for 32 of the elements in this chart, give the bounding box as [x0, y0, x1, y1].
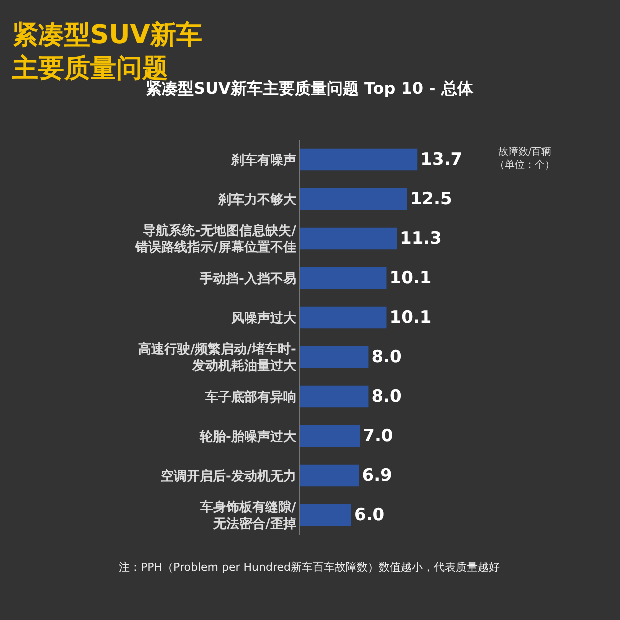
y-tick-label: 导航系统-无地图信息缺失/ 错误路线指示/屏幕位置不佳 [134, 222, 297, 256]
bar [300, 148, 418, 171]
y-tick-label: 车身饰板有缝隙/ 无法密合/歪掉 [200, 499, 297, 532]
bar [300, 346, 369, 368]
bar [300, 425, 360, 448]
text: 故障数/百辆（单位：个） [495, 146, 555, 171]
bar [300, 228, 398, 250]
text: 注：PPH（Problem per Hundred新车百车故障数）数值越小，代表质量越好 [119, 561, 500, 574]
y-tick-label: 车子底部有异响 [204, 389, 296, 406]
bar [300, 267, 387, 290]
y-tick-label: 手动挡-入挡不易 [198, 270, 296, 287]
bar [300, 386, 369, 408]
data-label: 13.7 [420, 150, 463, 170]
data-label: 12.5 [410, 189, 452, 210]
data-label: 8.0 [372, 386, 402, 407]
bar [300, 504, 352, 526]
data-label: 7.0 [363, 426, 394, 446]
bar [300, 188, 408, 210]
y-tick-label: 轮胎-胎噪声过大 [198, 430, 298, 445]
y-tick-label: 风噪声过大 [230, 311, 298, 326]
data-label: 6.9 [362, 466, 392, 486]
data-label: 6.0 [354, 505, 385, 526]
data-label: 11.3 [400, 228, 442, 249]
bar [300, 464, 360, 487]
bar [300, 306, 387, 329]
data-label: 10.1 [390, 268, 432, 288]
y-tick-label: 空调开启后-发动机无力 [160, 468, 296, 484]
y-tick-label: 高速行驶/频繁启动/堵车时- 发动机耗油量过大 [138, 341, 298, 374]
y-tick-label: 刹车力不够大 [217, 192, 298, 208]
y-tick-label: 刹车有噪声 [230, 152, 296, 168]
data-label: 8.0 [372, 347, 402, 368]
data-label: 10.1 [390, 308, 432, 328]
